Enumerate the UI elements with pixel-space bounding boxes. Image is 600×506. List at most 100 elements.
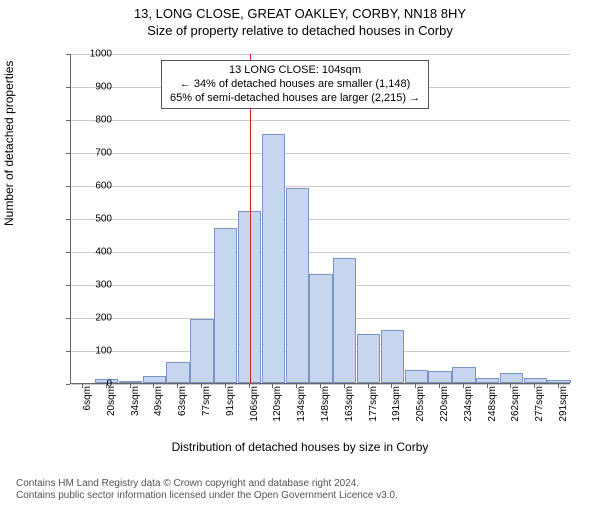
x-tick-label: 77sqm <box>201 386 212 416</box>
histogram-bar <box>547 380 570 383</box>
x-tick-label: 220sqm <box>439 386 450 422</box>
page-title: 13, LONG CLOSE, GREAT OAKLEY, CORBY, NN1… <box>0 6 600 21</box>
x-tick-mark <box>130 384 131 388</box>
x-tick-label: 277sqm <box>534 386 545 422</box>
grid-line <box>71 54 570 55</box>
y-tick-label: 500 <box>82 214 112 225</box>
x-tick-label: 234sqm <box>463 386 474 422</box>
x-tick-label: 248sqm <box>487 386 498 422</box>
x-tick-mark <box>487 384 488 388</box>
y-tick-label: 900 <box>82 82 112 93</box>
grid-line <box>71 186 570 187</box>
histogram-bar <box>381 330 404 383</box>
histogram-bar <box>333 258 356 383</box>
y-tick-mark <box>66 219 70 220</box>
x-tick-mark <box>368 384 369 388</box>
histogram-bar <box>524 378 547 383</box>
x-tick-mark <box>558 384 559 388</box>
x-tick-mark <box>177 384 178 388</box>
histogram-bar <box>357 334 380 384</box>
x-tick-label: 20sqm <box>106 386 117 416</box>
x-tick-mark <box>463 384 464 388</box>
x-tick-label: 63sqm <box>177 386 188 416</box>
histogram-bar <box>309 274 332 383</box>
chart-container: 13, LONG CLOSE, GREAT OAKLEY, CORBY, NN1… <box>0 6 600 506</box>
histogram-bar <box>214 228 237 383</box>
annotation-line2: ← 34% of detached houses are smaller (1,… <box>170 78 420 92</box>
x-tick-label: 120sqm <box>272 386 283 422</box>
histogram-bar <box>476 378 499 383</box>
histogram-bar <box>405 370 428 383</box>
x-tick-label: 205sqm <box>415 386 426 422</box>
x-tick-mark <box>534 384 535 388</box>
y-tick-label: 700 <box>82 148 112 159</box>
histogram-bar <box>262 134 285 383</box>
y-tick-mark <box>66 351 70 352</box>
histogram-bar <box>119 381 142 383</box>
chart-area: 13 LONG CLOSE: 104sqm ← 34% of detached … <box>34 54 580 434</box>
x-tick-mark <box>225 384 226 388</box>
y-tick-mark <box>66 318 70 319</box>
y-tick-label: 800 <box>82 115 112 126</box>
x-tick-label: 177sqm <box>368 386 379 422</box>
x-tick-label: 291sqm <box>558 386 569 422</box>
footer-line2: Contains public sector information licen… <box>16 490 398 502</box>
y-tick-label: 100 <box>82 346 112 357</box>
y-tick-label: 300 <box>82 280 112 291</box>
x-tick-label: 91sqm <box>225 386 236 416</box>
x-tick-label: 106sqm <box>249 386 260 422</box>
y-tick-mark <box>66 120 70 121</box>
y-tick-mark <box>66 153 70 154</box>
y-tick-mark <box>66 285 70 286</box>
histogram-bar <box>428 371 451 383</box>
histogram-bar <box>452 367 475 384</box>
grid-line <box>71 219 570 220</box>
x-tick-mark <box>272 384 273 388</box>
grid-line <box>71 120 570 121</box>
annotation-line3: 65% of semi-detached houses are larger (… <box>170 92 420 106</box>
histogram-bar <box>166 362 189 383</box>
histogram-bar <box>286 188 309 383</box>
x-tick-label: 262sqm <box>510 386 521 422</box>
y-tick-mark <box>66 87 70 88</box>
plot-area: 13 LONG CLOSE: 104sqm ← 34% of detached … <box>70 54 570 384</box>
grid-line <box>71 153 570 154</box>
x-tick-mark <box>82 384 83 388</box>
y-tick-label: 1000 <box>82 49 112 60</box>
x-tick-label: 163sqm <box>344 386 355 422</box>
y-tick-label: 400 <box>82 247 112 258</box>
x-tick-mark <box>201 384 202 388</box>
x-tick-label: 134sqm <box>296 386 307 422</box>
x-tick-mark <box>106 384 107 388</box>
x-tick-label: 34sqm <box>130 386 141 416</box>
y-tick-mark <box>66 384 70 385</box>
x-tick-mark <box>415 384 416 388</box>
y-tick-mark <box>66 252 70 253</box>
y-tick-mark <box>66 54 70 55</box>
grid-line <box>71 252 570 253</box>
y-tick-label: 200 <box>82 313 112 324</box>
x-tick-label: 49sqm <box>153 386 164 416</box>
y-tick-mark <box>66 186 70 187</box>
x-tick-label: 148sqm <box>320 386 331 422</box>
x-tick-label: 6sqm <box>82 386 93 410</box>
annotation-line1: 13 LONG CLOSE: 104sqm <box>170 64 420 78</box>
x-axis-label: Distribution of detached houses by size … <box>0 440 600 454</box>
y-axis-label: Number of detached properties <box>2 61 16 226</box>
x-tick-mark <box>249 384 250 388</box>
x-tick-mark <box>391 384 392 388</box>
y-tick-label: 600 <box>82 181 112 192</box>
x-tick-mark <box>439 384 440 388</box>
x-tick-mark <box>320 384 321 388</box>
histogram-bar <box>143 376 166 383</box>
histogram-bar <box>190 319 213 383</box>
x-tick-mark <box>296 384 297 388</box>
page-subtitle: Size of property relative to detached ho… <box>0 23 600 38</box>
x-tick-label: 191sqm <box>391 386 402 422</box>
annotation-box: 13 LONG CLOSE: 104sqm ← 34% of detached … <box>161 60 429 109</box>
x-tick-mark <box>153 384 154 388</box>
histogram-bar <box>500 373 523 383</box>
x-tick-mark <box>344 384 345 388</box>
footer: Contains HM Land Registry data © Crown c… <box>16 478 398 502</box>
footer-line1: Contains HM Land Registry data © Crown c… <box>16 478 398 490</box>
